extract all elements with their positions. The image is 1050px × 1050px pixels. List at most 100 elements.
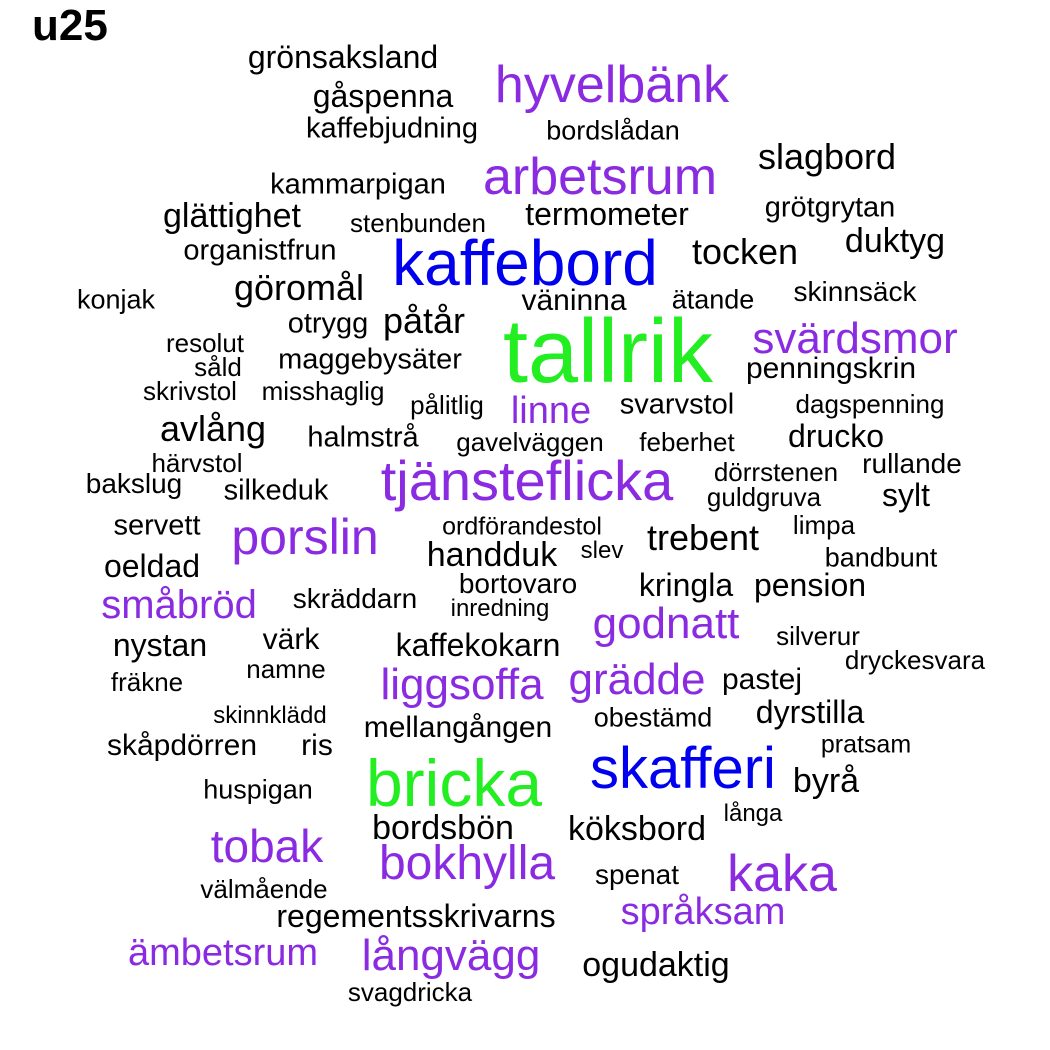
word-svardsmor: svärdsmor (752, 314, 958, 363)
word-pratsam: pratsam (820, 730, 912, 759)
word-dagspenning: dagspenning (795, 389, 945, 419)
word-trebent: trebent (646, 517, 760, 558)
word-skafferi: skafferi (590, 736, 776, 801)
word-harvstol: härvstol (151, 448, 243, 478)
word-spenat: spenat (594, 859, 680, 890)
word-gaspenna: gåspenna (312, 78, 454, 114)
word-svarvstol: svarvstol (619, 388, 735, 421)
word-konjak: konjak (76, 284, 156, 315)
word-drucko: drucko (787, 418, 885, 454)
word-misshaglig: misshaglig (261, 376, 385, 406)
word-kringla: kringla (638, 567, 734, 603)
word-skapdorren: skåpdörren (106, 729, 258, 762)
word-linne: linne (510, 390, 592, 432)
word-palitlig: pålitlig (410, 390, 484, 420)
word-silverur: silverur (776, 621, 860, 651)
word-byra: byrå (792, 762, 860, 800)
word-nystan: nystan (112, 627, 208, 663)
word-skrivstol: skrivstol (143, 376, 237, 406)
word-koksbord: köksbord (568, 810, 706, 848)
word-tallrik: tallrik (502, 302, 714, 402)
word-sald: såld (194, 352, 242, 382)
word-slagbord: slagbord (757, 136, 897, 177)
word-tobak: tobak (210, 820, 324, 872)
word-smabrod: småbröd (101, 583, 257, 627)
word-halmstra: halmstrå (307, 421, 419, 454)
word-pastej: pastej (721, 663, 803, 696)
word-kaffebjudning: kaffebjudning (305, 112, 479, 145)
word-dyrstilla: dyrstilla (755, 694, 865, 730)
word-termometer: termometer (525, 196, 689, 232)
word-porslin: porslin (231, 509, 379, 565)
word-dryckesvara: dryckesvara (844, 645, 986, 675)
word-slev: slev (580, 537, 624, 564)
word-gradde: grädde (568, 655, 706, 704)
word-bortovaro: bortovaro (458, 568, 578, 599)
word-patar: påtår (382, 300, 466, 341)
word-guldgruva: guldgruva (706, 482, 822, 512)
word-bandbunt: bandbunt (824, 542, 938, 573)
word-feberhet: feberhet (639, 427, 735, 457)
word-obestamd: obestämd (593, 702, 713, 733)
word-stenbunden: stenbunden (350, 208, 486, 238)
word-penningskrin: penningskrin (745, 352, 917, 385)
word-duktyg: duktyg (844, 222, 946, 260)
word-oeldad: oeldad (103, 548, 201, 584)
word-namne: namne (246, 654, 326, 684)
word-bokhylla: bokhylla (378, 837, 556, 890)
word-godnatt: godnatt (592, 599, 740, 648)
word-goromal: göromål (233, 267, 365, 308)
word-handduk: handduk (426, 536, 558, 574)
word-skinnkladd: skinnklädd (213, 702, 327, 729)
word-frakne: fräkne (110, 667, 184, 697)
word-skinnsack: skinnsäck (793, 276, 917, 307)
word-atande: ätande (671, 284, 755, 315)
word-ordforandestol: ordförandestol (442, 512, 602, 541)
word-grotgrytan: grötgrytan (764, 191, 896, 224)
word-svagdricka: svagdricka (347, 977, 473, 1007)
word-arbetsrum: arbetsrum (482, 148, 718, 206)
word-tjansteflicka: tjänsteflicka (380, 449, 674, 512)
word-rullande: rullande (862, 448, 962, 479)
cloud-title: u25 (32, 1, 108, 50)
word-bordsladan: bordslådan (546, 115, 680, 146)
word-huspigan: huspigan (203, 774, 313, 805)
word-kaffebord: kaffebord (392, 227, 658, 299)
word-limpa: limpa (792, 510, 856, 540)
word-ogudaktig: ogudaktig (582, 946, 730, 984)
word-silkeduk: silkeduk (223, 474, 329, 507)
word-bordsbon: bordsbön (372, 809, 514, 847)
word-spraksam: språksam (620, 891, 786, 933)
word-dorrstenen: dörrstenen (713, 457, 839, 487)
word-maggebysater: maggebysäter (278, 343, 462, 376)
word-avlang: avlång (159, 408, 267, 449)
word-liggsoffa: liggsoffa (380, 660, 544, 709)
word-regementsskrivarns: regementsskrivarns (276, 898, 556, 934)
word-langvagg: långvägg (361, 931, 541, 980)
word-kammarpigan: kammarpigan (270, 168, 446, 201)
word-sylt: sylt (882, 477, 930, 513)
word-skraddarn: skräddarn (292, 583, 418, 614)
word-organistfrun: organistfrun (183, 234, 337, 267)
word-pension: pension (753, 567, 867, 603)
word-kaffekokarn: kaffekokarn (395, 627, 561, 663)
word-bakslug: bakslug (85, 468, 183, 499)
word-mellangangen: mellangången (363, 711, 553, 744)
word-ris: ris (301, 729, 333, 762)
word-ambetsrum: ämbetsrum (127, 932, 319, 974)
word-servett: servett (113, 509, 201, 542)
word-tocken: tocken (691, 231, 799, 272)
word-inredning: inredning (450, 595, 550, 622)
word-vaninna: väninna (521, 284, 627, 317)
word-gronsaksland: grönsaksland (247, 39, 439, 75)
word-kaka: kaka (727, 845, 837, 903)
word-resolut: resolut (165, 328, 245, 358)
word-bricka: bricka (365, 746, 543, 820)
word-gavelvaggen: gavelväggen (456, 427, 604, 457)
word-vark: värk (262, 623, 320, 656)
word-glattighet: glättighet (163, 197, 301, 235)
word-valmaende: välmående (200, 874, 328, 904)
word-langa: långa (723, 800, 783, 827)
word-otrygg: otrygg (287, 307, 369, 340)
